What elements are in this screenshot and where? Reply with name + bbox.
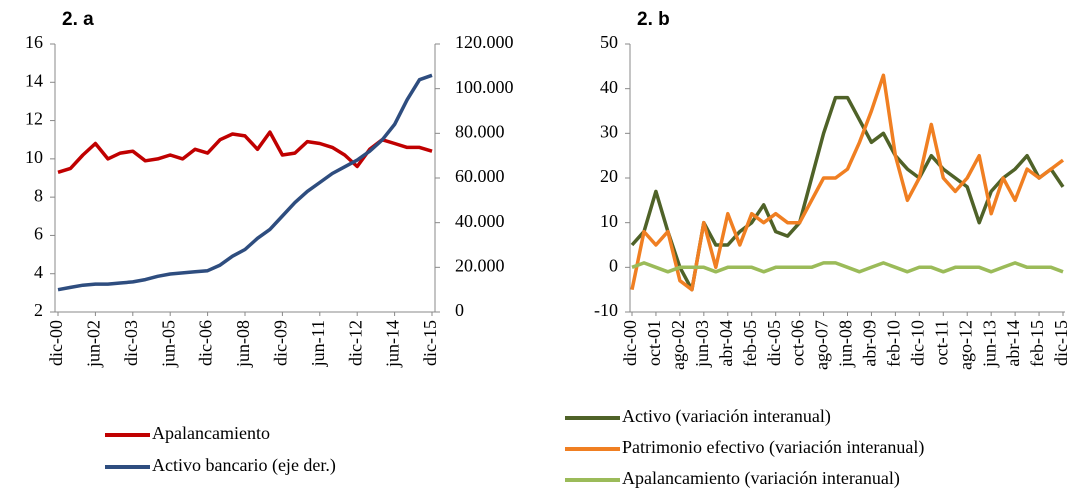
y2-tick-label: 20.000	[455, 255, 505, 275]
x-tick-label: abr-04	[716, 320, 736, 367]
y-tick-label: 40	[600, 77, 618, 97]
y-tick-label: 20	[600, 166, 618, 186]
y2-tick-label: 80.000	[455, 121, 505, 141]
y-tick-label: 16	[25, 32, 43, 52]
x-tick-label: jun-03	[692, 320, 712, 368]
x-tick-label: dic-09	[271, 320, 291, 366]
x-tick-label: jun-05	[158, 320, 178, 368]
x-tick-label: feb-15	[1027, 320, 1047, 367]
x-tick-label: jun-02	[84, 320, 104, 368]
x-tick-label: feb-10	[884, 320, 904, 367]
y2-tick-label: 60.000	[455, 166, 505, 186]
chart-title: 2. b	[637, 9, 670, 30]
x-tick-label: oct-01	[644, 320, 664, 366]
x-tick-label: ago-07	[812, 320, 832, 370]
y-tick-label: 4	[34, 262, 43, 282]
y-tick-label: 50	[600, 32, 618, 52]
x-tick-label: jun-08	[233, 320, 253, 368]
x-tick-label: dic-00	[46, 320, 66, 366]
x-tick-label: dic-00	[620, 320, 640, 366]
x-tick-label: oct-06	[788, 320, 808, 366]
y-tick-label: 6	[34, 224, 43, 244]
series-line	[57, 130, 433, 174]
y-tick-label: 8	[34, 185, 43, 205]
x-tick-label: dic-06	[196, 320, 216, 366]
x-tick-label: dic-05	[764, 320, 784, 366]
y-tick-label: 2	[34, 300, 43, 320]
x-tick-label: abr-14	[1003, 320, 1023, 367]
y-tick-label: 10	[25, 147, 43, 167]
legend-label: Patrimonio efectivo (variación interanua…	[622, 437, 924, 458]
y-tick-label: 0	[609, 255, 618, 275]
legend-label: Apalancamiento	[152, 423, 270, 443]
legend-label: Apalancamiento (variación interanual)	[622, 468, 900, 489]
x-tick-label: dic-10	[907, 320, 927, 366]
x-tick-label: jun-08	[836, 320, 856, 368]
x-tick-label: oct-11	[931, 320, 951, 365]
x-tick-label: ago-02	[668, 320, 688, 370]
y2-tick-label: 120.000	[455, 32, 514, 52]
x-tick-label: ago-12	[955, 320, 975, 370]
legend-label: Activo bancario (eje der.)	[152, 455, 336, 476]
x-tick-label: feb-05	[740, 320, 760, 367]
series-line	[57, 73, 433, 292]
x-tick-label: jun-13	[979, 320, 999, 368]
x-tick-label: dic-15	[1051, 320, 1071, 366]
x-tick-label: jun-14	[383, 320, 403, 368]
y-tick-label: 30	[600, 121, 618, 141]
y-tick-label: -10	[594, 300, 618, 320]
x-tick-label: jun-11	[308, 320, 328, 367]
x-tick-label: dic-12	[345, 320, 365, 366]
series-line	[630, 73, 1065, 292]
y2-tick-label: 100.000	[455, 77, 514, 97]
legend-label: Activo (variación interanual)	[622, 406, 831, 427]
y-tick-label: 14	[25, 70, 43, 90]
y2-tick-label: 0	[455, 300, 464, 320]
series-line	[631, 261, 1064, 274]
y-tick-label: 12	[25, 109, 43, 129]
chart-title: 2. a	[62, 9, 94, 30]
x-tick-label: dic-03	[121, 320, 141, 366]
x-tick-label: abr-09	[860, 320, 880, 367]
y2-tick-label: 40.000	[455, 211, 505, 231]
x-tick-label: dic-15	[420, 320, 440, 366]
y-tick-label: 10	[600, 211, 618, 231]
